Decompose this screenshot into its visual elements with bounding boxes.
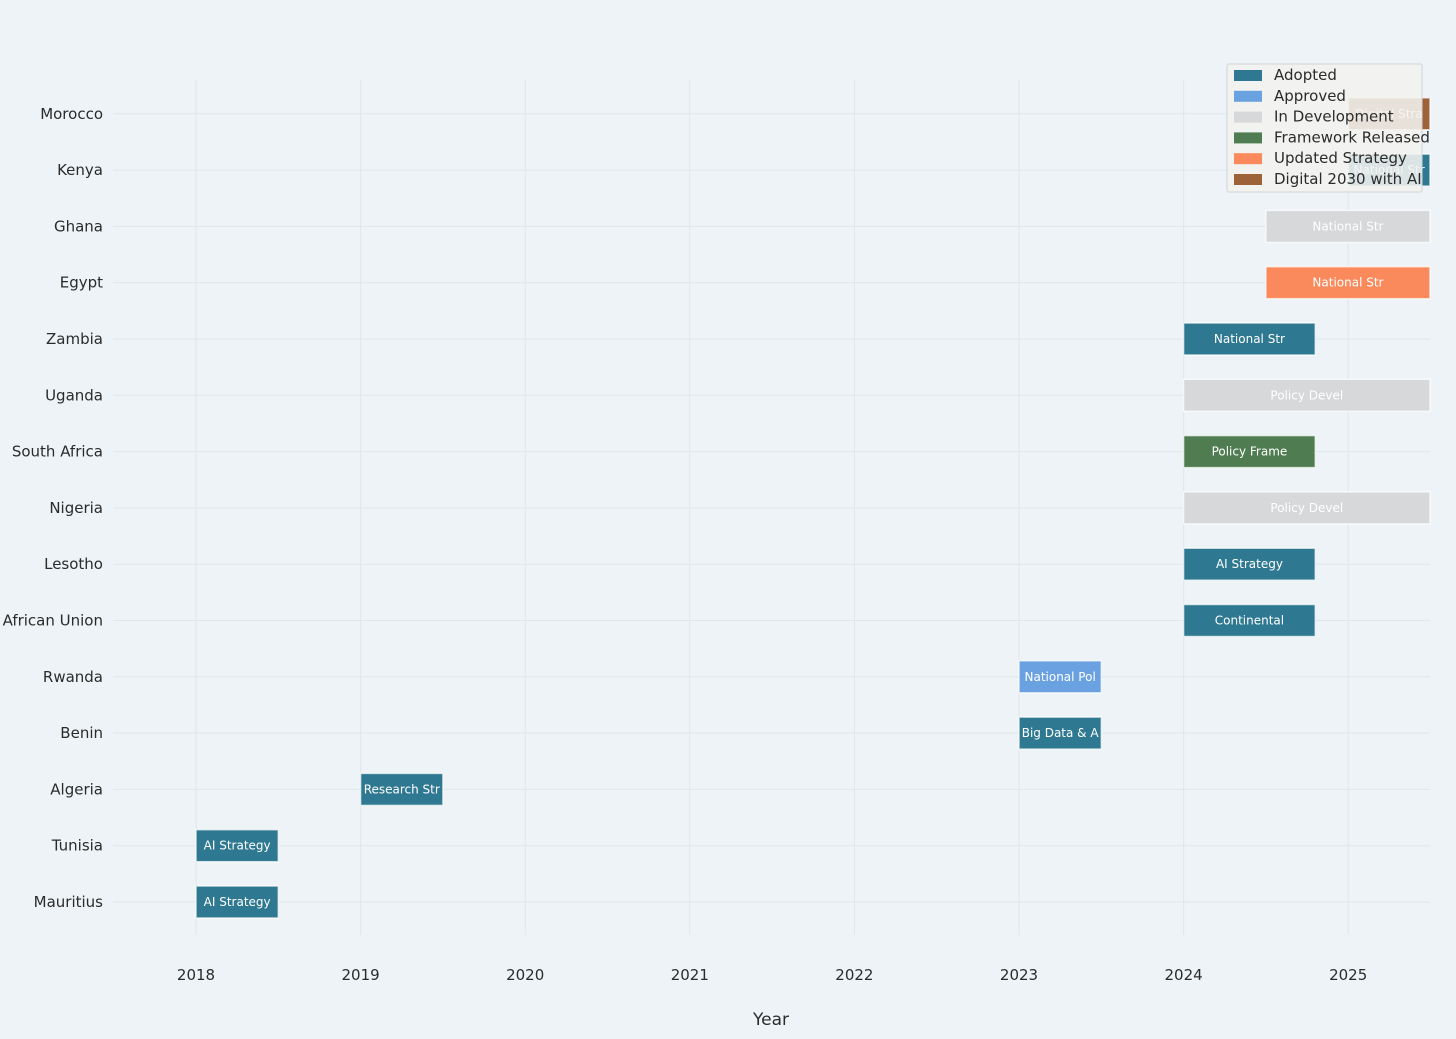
bar-label: Research Str xyxy=(364,782,440,796)
legend-item: Adopted xyxy=(1234,66,1337,84)
x-tick-label: 2020 xyxy=(506,966,544,984)
legend-label: Digital 2030 with AI xyxy=(1274,170,1422,188)
x-axis-title: Year xyxy=(752,1010,789,1030)
y-axis-label: Rwanda xyxy=(43,668,103,686)
y-axis-label: Algeria xyxy=(50,780,103,798)
bar-label: Policy Frame xyxy=(1212,445,1288,459)
y-axis-label: Ghana xyxy=(54,217,103,235)
legend-label: In Development xyxy=(1274,108,1394,126)
x-tick-label: 2021 xyxy=(671,966,709,984)
y-axis-label: South Africa xyxy=(12,443,103,461)
bar-benin: Big Data & A xyxy=(1018,716,1103,750)
legend-swatch xyxy=(1234,111,1262,123)
legend-swatch xyxy=(1234,70,1262,81)
bar-rect xyxy=(1265,209,1431,244)
legend-swatch xyxy=(1234,90,1262,102)
y-axis-label: Zambia xyxy=(46,330,103,348)
y-axis-label: Tunisia xyxy=(51,837,103,855)
bar-label: Policy Devel xyxy=(1270,388,1343,402)
bar-egypt: National Str xyxy=(1265,265,1431,300)
bar-rect xyxy=(1182,547,1317,581)
bar-uganda: Policy Devel xyxy=(1182,378,1431,413)
bar-label: National Str xyxy=(1312,276,1383,290)
bar-algeria: Research Str xyxy=(359,772,444,807)
bar-label: National Pol xyxy=(1024,670,1095,684)
x-tick-label: 2024 xyxy=(1165,966,1203,984)
bar-rect xyxy=(195,828,280,863)
bar-rect xyxy=(195,885,280,919)
bar-lesotho: AI Strategy xyxy=(1182,547,1317,581)
bar-label: National Str xyxy=(1312,219,1383,233)
y-axis-label: Mauritius xyxy=(34,893,104,911)
legend: Adopted Approved In Development Framework R… xyxy=(1226,63,1430,193)
bar-rect xyxy=(1018,716,1103,750)
bar-rect xyxy=(1018,660,1103,694)
x-tick-label: 2022 xyxy=(835,966,873,984)
bar-label: Policy Devel xyxy=(1270,501,1343,515)
bar-ghana: National Str xyxy=(1265,209,1431,244)
bar-nigeria: Policy Devel xyxy=(1182,491,1431,525)
y-axis-label: Egypt xyxy=(60,274,103,292)
bar-rect xyxy=(359,772,444,807)
x-tick-label: 2018 xyxy=(177,966,215,984)
bar-tunisia: AI Strategy xyxy=(195,828,280,863)
bar-african-union: Continental xyxy=(1182,603,1317,638)
x-tick-label: 2019 xyxy=(342,966,380,984)
bar-label: AI Strategy xyxy=(204,895,271,909)
x-axis-ticks: 2018 2019 2020 2021 2022 2023 2024 2025 xyxy=(177,966,1367,984)
bar-label: Continental xyxy=(1215,614,1284,628)
x-tick-label: 2025 xyxy=(1329,966,1367,984)
x-tick-label: 2023 xyxy=(1000,966,1038,984)
bar-rect xyxy=(1182,491,1431,525)
y-axis-label: Lesotho xyxy=(44,555,103,573)
legend-label: Framework Released xyxy=(1274,128,1430,146)
y-axis-labels: Mauritius Tunisia Algeria Benin Rwanda Africa… xyxy=(3,105,104,911)
legend-item: In Development xyxy=(1234,108,1394,126)
bar-rect xyxy=(1182,434,1317,469)
bar-mauritius: AI Strategy xyxy=(195,885,280,919)
y-axis-label: Uganda xyxy=(45,386,103,404)
legend-label: Approved xyxy=(1274,87,1346,105)
bar-rwanda: National Pol xyxy=(1018,660,1103,694)
y-axis-label: African Union xyxy=(3,612,103,630)
legend-label: Adopted xyxy=(1274,66,1337,84)
legend-swatch xyxy=(1234,153,1262,165)
y-axis-label: Benin xyxy=(60,724,103,742)
bar-label: AI Strategy xyxy=(1216,557,1283,571)
legend-label: Updated Strategy xyxy=(1274,149,1407,167)
legend-swatch xyxy=(1234,174,1262,185)
bar-label: AI Strategy xyxy=(204,839,271,853)
legend-items: Adopted Approved In Development Framework R… xyxy=(1234,66,1430,188)
legend-item: Framework Released xyxy=(1234,128,1430,146)
legend-box xyxy=(1226,63,1423,193)
legend-item: Approved xyxy=(1234,87,1346,105)
legend-swatch xyxy=(1234,132,1262,144)
bar-rect xyxy=(1182,322,1317,356)
bar-label: Big Data & A xyxy=(1022,726,1100,740)
bar-rect xyxy=(1182,378,1431,413)
bar-zambia: National Str xyxy=(1182,322,1317,356)
legend-item: Digital 2030 with AI xyxy=(1234,170,1422,188)
y-axis-label: Morocco xyxy=(40,105,103,123)
y-axis-label: Kenya xyxy=(57,161,103,179)
y-axis-label: Nigeria xyxy=(49,499,103,517)
bar-south-africa: Policy Frame xyxy=(1182,434,1317,469)
legend-item: Updated Strategy xyxy=(1234,149,1407,167)
bar-rect xyxy=(1265,265,1431,300)
bar-rect xyxy=(1182,603,1317,638)
bar-label: National Str xyxy=(1214,332,1285,346)
